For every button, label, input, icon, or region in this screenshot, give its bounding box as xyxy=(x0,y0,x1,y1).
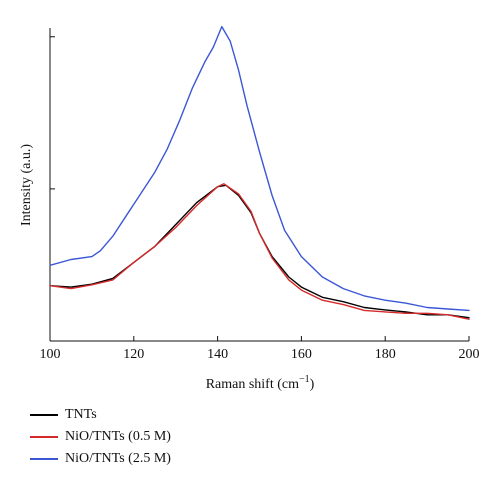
x-tick-label: 180 xyxy=(375,347,396,362)
x-axis-title-sup: −1 xyxy=(299,374,310,385)
series-line-0 xyxy=(49,184,470,319)
legend-label-nio-05: NiO/TNTs (0.5 M) xyxy=(65,429,171,444)
legend: TNTs NiO/TNTs (0.5 M) NiO/TNTs (2.5 M) xyxy=(30,404,171,470)
x-axis-title-close: ) xyxy=(310,377,315,392)
series-group xyxy=(49,25,470,320)
y-axis-title: Intensity (a.u.) xyxy=(19,144,34,226)
series-line-1 xyxy=(49,183,470,320)
plot-frame xyxy=(49,28,469,342)
x-axis-title-main: Raman shift (cm xyxy=(206,377,299,392)
x-tick-label: 100 xyxy=(40,347,61,362)
x-tick-label: 200 xyxy=(459,347,480,362)
legend-swatch-tnts xyxy=(30,414,58,416)
tick-group: 100 120 140 160 180 200 xyxy=(40,36,480,362)
x-axis-title: Raman shift (cm−1) xyxy=(206,374,315,392)
series-line-2 xyxy=(49,25,470,312)
raman-chart: 100 120 140 160 180 200 Intensity (a.u.) Rama… xyxy=(19,25,480,392)
legend-item-nio-25: NiO/TNTs (2.5 M) xyxy=(30,448,171,470)
x-tick-label: 140 xyxy=(207,347,228,362)
legend-swatch-nio-05 xyxy=(30,436,58,438)
x-tick-label: 120 xyxy=(123,347,144,362)
legend-swatch-nio-25 xyxy=(30,458,58,460)
legend-label-tnts: TNTs xyxy=(65,407,97,422)
legend-item-nio-05: NiO/TNTs (0.5 M) xyxy=(30,426,171,448)
legend-item-tnts: TNTs xyxy=(30,404,171,426)
legend-label-nio-25: NiO/TNTs (2.5 M) xyxy=(65,451,171,466)
x-tick-label: 160 xyxy=(291,347,312,362)
